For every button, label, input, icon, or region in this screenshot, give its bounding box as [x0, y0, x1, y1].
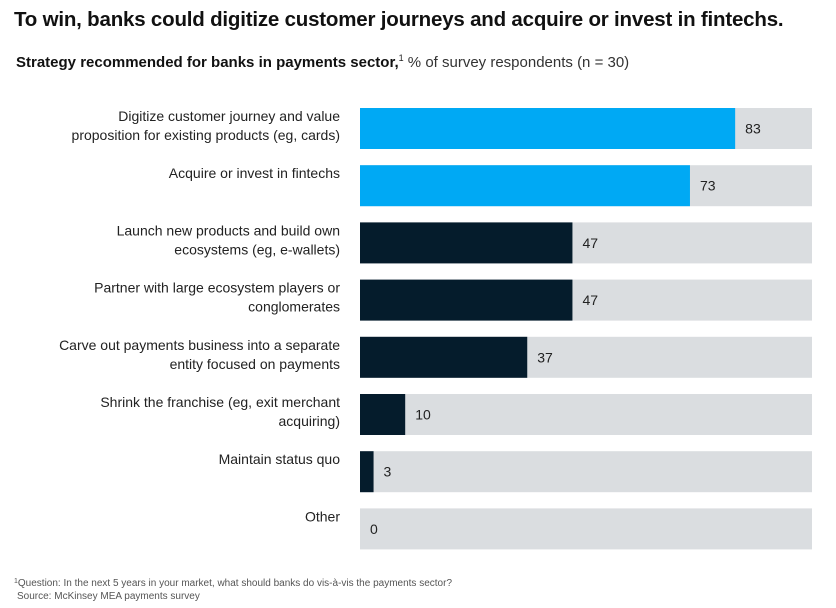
- data-label: 10: [415, 407, 431, 423]
- category-label: Acquire or invest in fintechs: [169, 165, 340, 181]
- bar-track: [360, 394, 812, 435]
- bar: [360, 222, 573, 264]
- category-label: ecosystems (eg, e-wallets): [174, 241, 340, 257]
- bar-row: 47 Launch new products and build own ecosy…: [117, 222, 812, 264]
- subtitle-units: % of survey respondents (n = 30): [403, 54, 630, 71]
- bar-row: 10 Shrink the franchise (eg, exit merchan…: [100, 394, 812, 435]
- chart-title: To win, banks could digitize customer jo…: [14, 8, 784, 31]
- data-label: 47: [582, 292, 598, 308]
- bar-row: 37 Carve out payments business into a sep…: [59, 336, 812, 378]
- subtitle-main: Strategy recommended for banks in paymen…: [16, 54, 399, 71]
- bar-row: 83 Digitize customer journey and value pro…: [72, 108, 812, 149]
- bar: [360, 108, 736, 149]
- bar: [360, 336, 528, 378]
- data-label: 0: [370, 521, 378, 537]
- subtitle-footnote-marker: 1: [398, 53, 404, 63]
- data-label: 37: [537, 349, 553, 365]
- bar-row: 3 Maintain status quo: [219, 451, 812, 493]
- data-label: 3: [384, 464, 392, 480]
- bar-track: [360, 508, 812, 550]
- data-label: 83: [745, 121, 761, 137]
- category-label: Shrink the franchise (eg, exit merchant: [100, 394, 340, 410]
- bar-track: [360, 451, 812, 493]
- bar-row: 47 Partner with large ecosystem players o…: [94, 279, 812, 321]
- data-label: 73: [700, 178, 716, 194]
- category-label: Launch new products and build own: [117, 222, 340, 238]
- bar: [360, 451, 374, 493]
- bar: [360, 165, 690, 207]
- category-label: Partner with large ecosystem players or: [94, 280, 340, 296]
- category-label: Digitize customer journey and value: [118, 108, 340, 124]
- chart-subtitle: Strategy recommended for banks in paymen…: [16, 53, 629, 71]
- category-label: Carve out payments business into a separ…: [59, 337, 340, 353]
- bar-row: 0 Other: [305, 508, 812, 550]
- data-label: 47: [582, 235, 598, 251]
- category-label: Other: [305, 508, 340, 524]
- category-label: Maintain status quo: [219, 451, 341, 467]
- category-label: proposition for existing products (eg, c…: [72, 127, 340, 143]
- category-label: entity focused on payments: [170, 356, 340, 372]
- category-label: conglomerates: [248, 299, 340, 315]
- footnote-question: 1Question: In the next 5 years in your m…: [14, 578, 453, 589]
- bar: [360, 394, 406, 435]
- footnote: 1Question: In the next 5 years in your m…: [14, 575, 452, 603]
- bar: [360, 279, 573, 321]
- category-label: acquiring): [279, 413, 340, 429]
- bar-row: 73 Acquire or invest in fintechs: [169, 165, 812, 207]
- footnote-source: Source: McKinsey MEA payments survey: [17, 591, 200, 602]
